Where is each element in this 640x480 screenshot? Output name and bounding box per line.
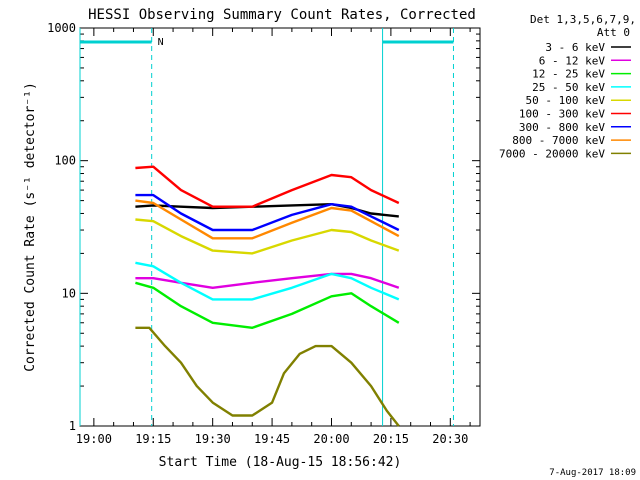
x-tick-label: 19:00 <box>76 432 112 446</box>
x-tick-label: 19:30 <box>195 432 231 446</box>
x-tick-label: 20:15 <box>373 432 409 446</box>
legend-entry-label: 800 - 7000 keV <box>512 134 605 147</box>
legend-entry-label: 100 - 300 keV <box>519 108 605 121</box>
axes: 1 10 100 1000 19:00 19:15 19:30 19:45 20:00 20:15… <box>47 21 480 446</box>
legend-entry-label: 12 - 25 keV <box>532 68 605 81</box>
series-line-50-100-kev <box>135 218 400 255</box>
series-lines <box>135 165 400 427</box>
y-tick-label: 100 <box>54 154 76 168</box>
y-tick-label: 1000 <box>47 21 76 35</box>
legend-entry-label: 6 - 12 keV <box>539 54 606 67</box>
legend-entry-label: 300 - 800 keV <box>519 121 605 134</box>
x-tick-label: 20:00 <box>313 432 349 446</box>
legend-header-attenuator: Att 0 <box>597 26 630 39</box>
chart-title: HESSI Observing Summary Count Rates, Cor… <box>88 7 476 23</box>
series-line-6-12-kev <box>135 272 400 289</box>
time-markers: N <box>79 28 454 426</box>
legend-entry-label: 25 - 50 keV <box>532 81 605 94</box>
footer-timestamp: 7-Aug-2017 18:09 <box>549 468 636 478</box>
x-tick-label: 19:45 <box>254 432 290 446</box>
legend-entry-label: 7000 - 20000 keV <box>499 147 605 160</box>
legend-entry-label: 3 - 6 keV <box>545 41 605 54</box>
series-line-12-25-kev <box>135 281 400 329</box>
series-line-25-50-kev <box>135 261 400 301</box>
legend-header-detectors: Det 1,3,5,6,7,9, <box>530 13 636 26</box>
series-line-800-7000-kev <box>135 199 400 240</box>
y-tick-label: 10 <box>62 286 76 300</box>
x-axis-label: Start Time (18-Aug-15 18:56:42) <box>159 455 402 470</box>
series-line-7000-20000-kev <box>135 326 400 427</box>
x-tick-label: 20:30 <box>432 432 468 446</box>
series-line-100-300-kev <box>135 165 400 208</box>
x-tick-label: 19:15 <box>135 432 171 446</box>
series-line-300-800-kev <box>135 193 400 232</box>
y-tick-label: 1 <box>69 419 76 433</box>
y-axis-label: Corrected Count Rate (s⁻¹ detector⁻¹) <box>23 82 38 372</box>
legend-entry-label: 50 - 100 keV <box>526 94 606 107</box>
night-bar-label: N <box>158 37 164 48</box>
